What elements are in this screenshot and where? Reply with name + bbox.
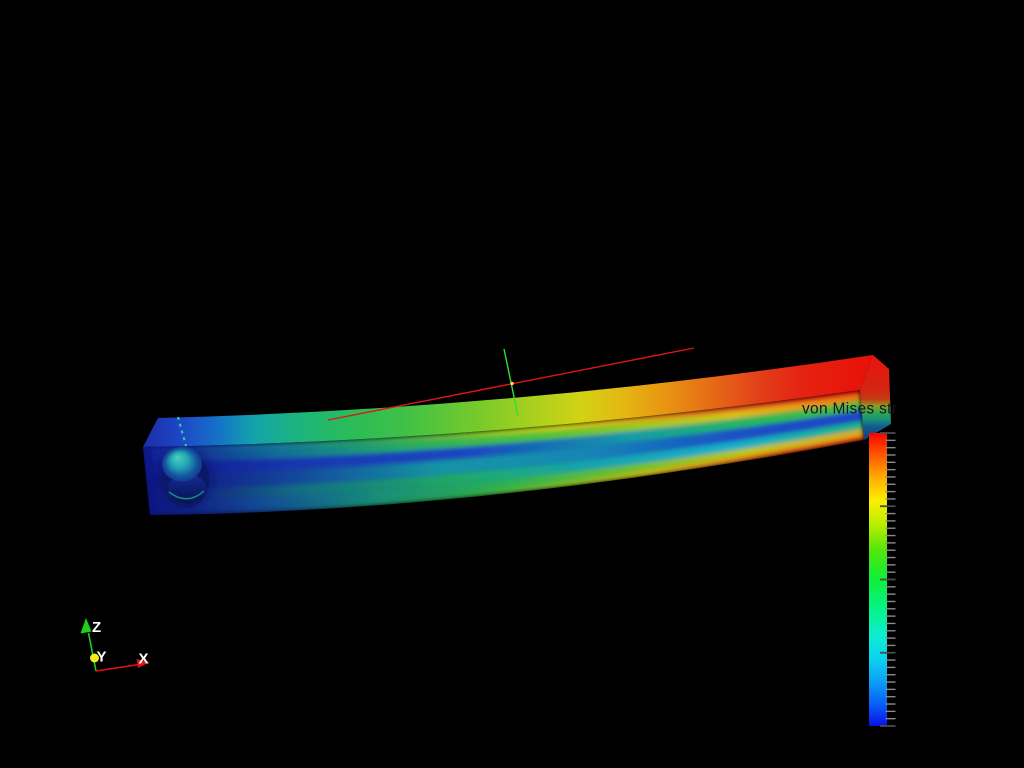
axis-label-x: X — [139, 651, 149, 668]
color-legend-title: von Mises str — [802, 401, 897, 418]
z-axis-line — [87, 632, 97, 672]
x-axis-line — [95, 663, 140, 672]
beam-left-edge-shade — [143, 446, 158, 515]
axis-label-z: Z — [92, 619, 101, 636]
beam-seam-dashed-line — [177, 416, 187, 447]
widget-intersection-point — [510, 381, 514, 386]
color-legend-ticks — [880, 432, 896, 727]
orientation-axes: Z Y X — [80, 618, 150, 672]
color-legend[interactable]: von Mises str — [802, 401, 897, 727]
probe-widget[interactable] — [327, 347, 695, 421]
beam-model — [143, 355, 891, 515]
hole-bottom-rim — [168, 490, 205, 500]
hole-dome — [162, 446, 202, 482]
beam-hole — [162, 446, 209, 508]
beam-top-face — [143, 355, 873, 447]
y-axis-dot-icon — [90, 653, 99, 663]
beam-end-face — [860, 355, 891, 440]
axis-label-y: Y — [97, 649, 107, 666]
x-axis-arrowhead-icon — [136, 659, 150, 668]
z-axis-arrowhead-icon — [80, 618, 92, 634]
